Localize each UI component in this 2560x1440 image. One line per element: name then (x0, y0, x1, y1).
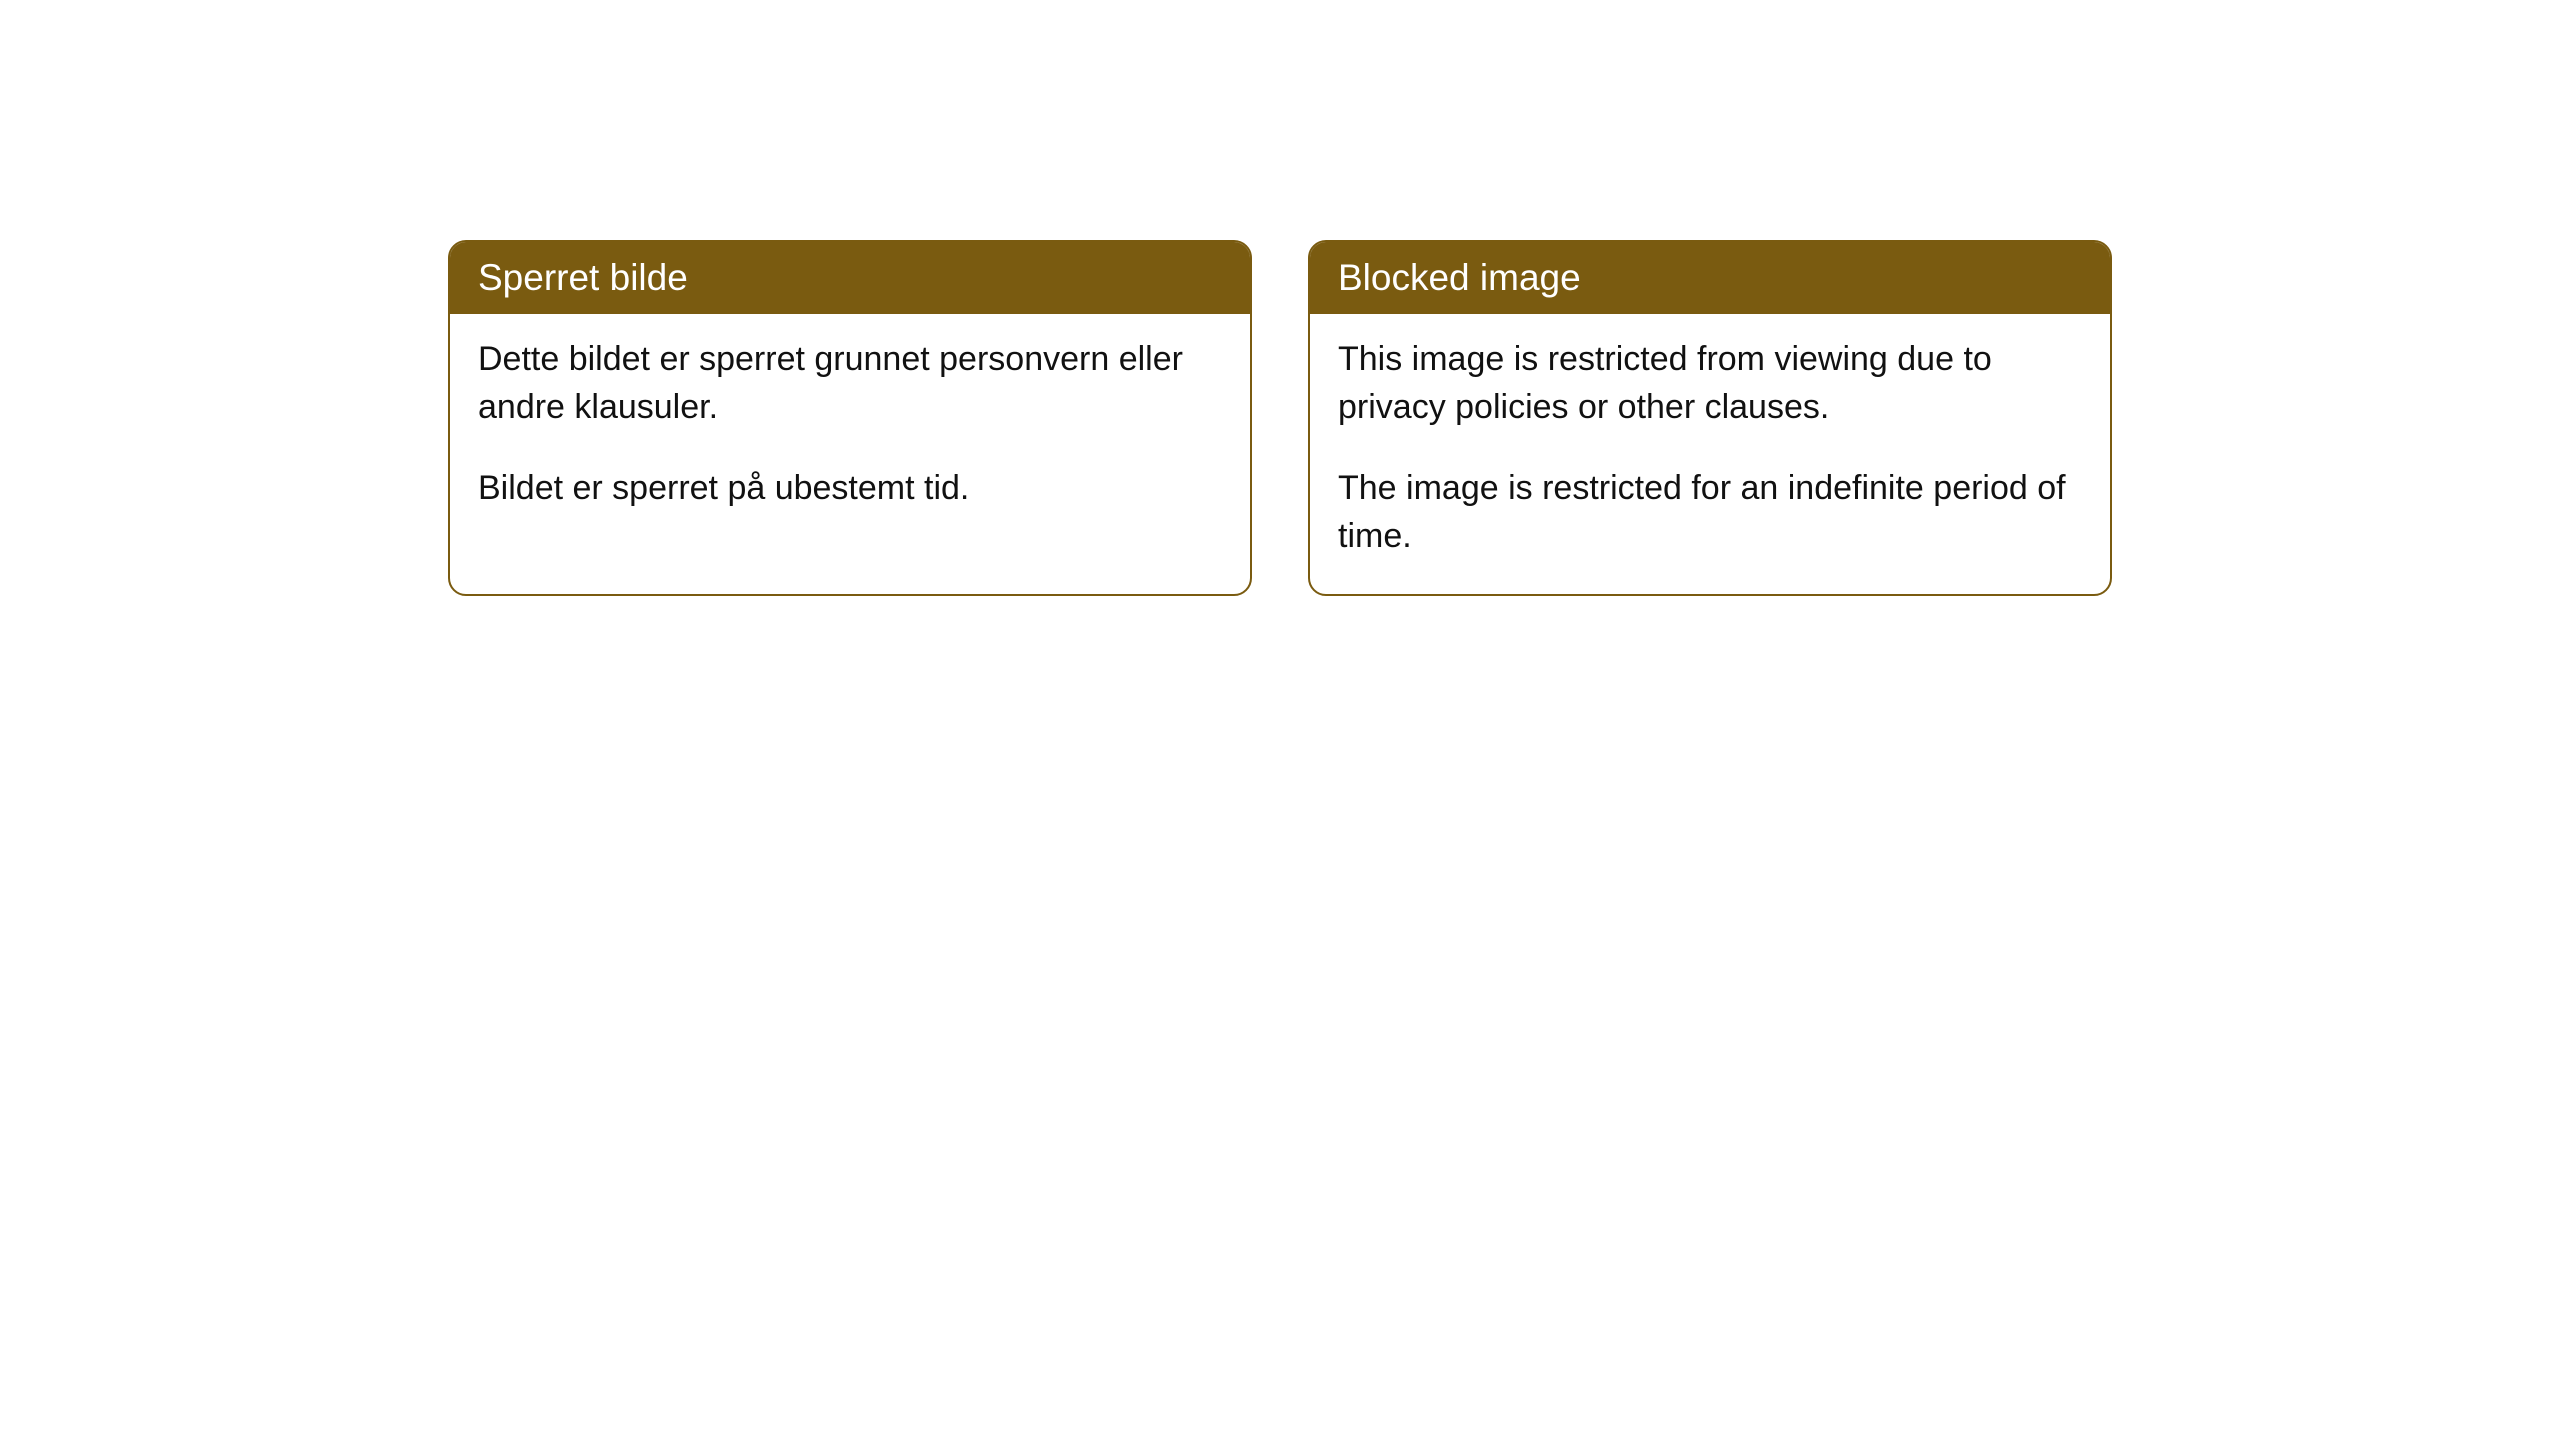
card-header-norwegian: Sperret bilde (450, 242, 1250, 314)
card-title-norwegian: Sperret bilde (478, 257, 688, 298)
card-paragraph: Dette bildet er sperret grunnet personve… (478, 336, 1222, 431)
card-paragraph: Bildet er sperret på ubestemt tid. (478, 465, 1222, 513)
card-norwegian: Sperret bilde Dette bildet er sperret gr… (448, 240, 1252, 596)
card-header-english: Blocked image (1310, 242, 2110, 314)
card-body-norwegian: Dette bildet er sperret grunnet personve… (450, 314, 1250, 547)
card-english: Blocked image This image is restricted f… (1308, 240, 2112, 596)
cards-container: Sperret bilde Dette bildet er sperret gr… (0, 240, 2560, 596)
card-title-english: Blocked image (1338, 257, 1581, 298)
card-body-english: This image is restricted from viewing du… (1310, 314, 2110, 594)
card-paragraph: This image is restricted from viewing du… (1338, 336, 2082, 431)
card-paragraph: The image is restricted for an indefinit… (1338, 465, 2082, 560)
